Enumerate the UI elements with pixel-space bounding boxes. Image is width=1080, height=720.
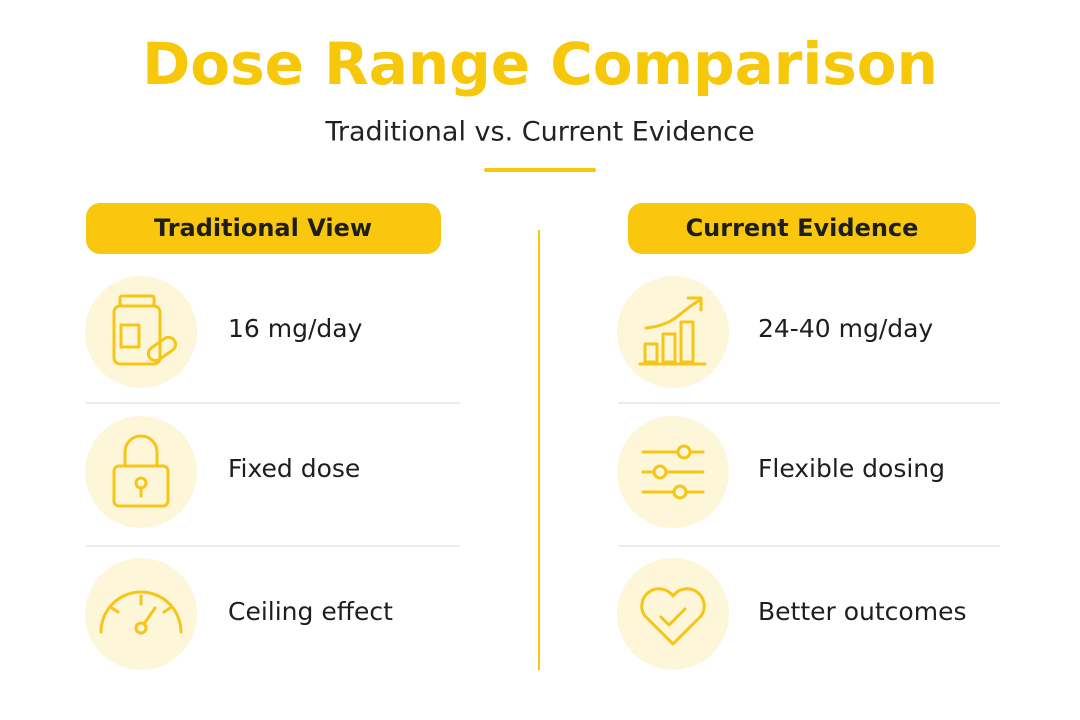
separators [86,402,1000,547]
item-label: Ceiling effect [228,597,393,626]
title-underline [484,168,596,172]
column-heading: Current Evidence [686,214,919,242]
gauge-icon [99,590,183,635]
item-label: Better outcomes [758,597,966,626]
growth-icon [638,296,707,366]
heading-pill [628,203,976,254]
heading-pill [86,203,441,254]
item-label: Fixed dose [228,454,360,483]
lock-icon [112,434,170,508]
icon-backgrounds [85,276,729,670]
subtitle: Traditional vs. Current Evidence [324,117,754,148]
sliders-icon [641,444,705,500]
heart-icon [640,587,706,646]
item-label: Flexible dosing [758,454,945,483]
title: Dose Range Comparison [142,30,938,98]
column-heading: Traditional View [154,214,372,242]
item-label: 24-40 mg/day [758,314,933,343]
bottle-icon [112,294,178,366]
item-label: 16 mg/day [228,314,363,343]
